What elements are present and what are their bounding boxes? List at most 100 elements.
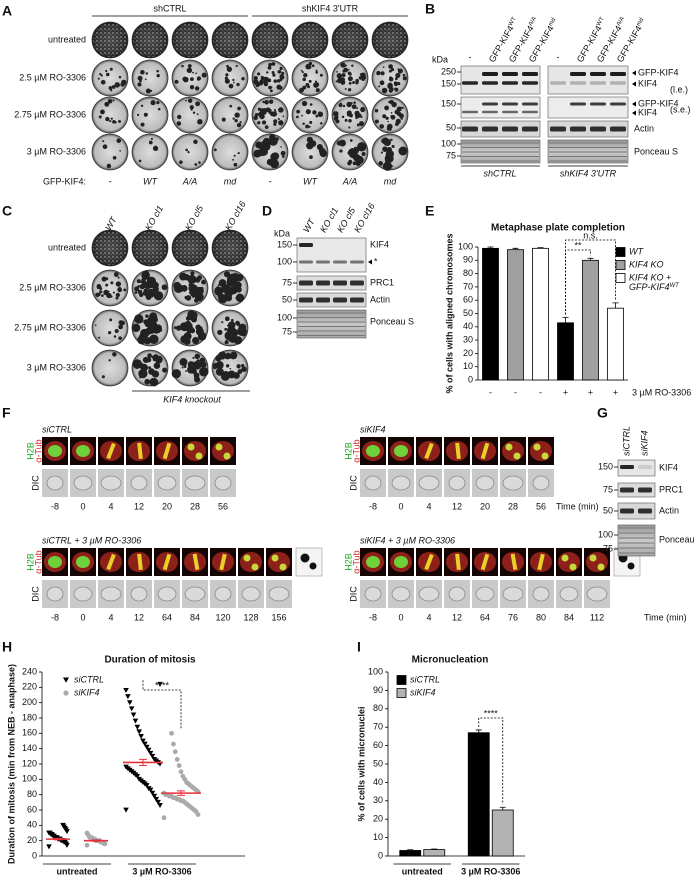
colony xyxy=(145,314,149,318)
time-label: 12 xyxy=(134,501,144,511)
chromatin xyxy=(505,443,513,451)
blot-strip xyxy=(547,65,629,95)
colony xyxy=(185,99,187,102)
channel-label: DIC xyxy=(30,475,40,491)
colony xyxy=(99,290,103,294)
error-bar xyxy=(512,247,519,250)
blot-band xyxy=(610,81,626,85)
y-tick-label: 100 xyxy=(22,774,37,784)
colony xyxy=(147,325,156,334)
colony xyxy=(225,364,230,368)
panel-label: E xyxy=(425,203,434,219)
blot-band xyxy=(333,297,347,303)
colony xyxy=(147,353,152,358)
data-point xyxy=(157,681,163,687)
colony xyxy=(300,69,303,72)
cell-tubulin xyxy=(240,552,262,572)
colony xyxy=(305,109,311,115)
panel-label: F xyxy=(2,405,11,421)
colony xyxy=(190,271,195,276)
blot-band xyxy=(316,280,330,286)
band-label: GFP-KIF4 xyxy=(638,67,679,77)
colony xyxy=(224,327,228,331)
plate-texture xyxy=(253,23,287,57)
colony xyxy=(161,284,168,291)
marker-label: 250 xyxy=(441,66,456,76)
colony xyxy=(152,281,159,289)
chromatin xyxy=(589,554,597,562)
colony xyxy=(119,149,121,152)
colony xyxy=(102,144,108,150)
dic-cell xyxy=(448,475,466,491)
colony xyxy=(281,76,284,79)
colony xyxy=(156,69,159,73)
y-tick-label: 30 xyxy=(463,334,473,344)
metaphase-plate xyxy=(192,553,200,571)
colony xyxy=(194,298,199,303)
metaphase-plate xyxy=(480,553,490,571)
time-label: 4 xyxy=(108,612,113,622)
colony xyxy=(389,147,392,150)
colony xyxy=(239,323,247,331)
colony xyxy=(186,325,194,334)
colony xyxy=(360,106,366,113)
colony xyxy=(317,111,324,118)
colony xyxy=(280,150,286,156)
blot-band xyxy=(482,81,498,85)
colony xyxy=(351,64,354,67)
plate-texture xyxy=(93,231,127,265)
colony xyxy=(258,81,264,86)
data-point xyxy=(136,776,143,782)
band-label: (s.e.) xyxy=(670,104,691,114)
data-point xyxy=(157,803,163,808)
colony xyxy=(260,76,265,81)
colony xyxy=(352,81,356,84)
blot-strip xyxy=(547,120,629,138)
plate xyxy=(91,349,129,387)
colony xyxy=(188,282,193,287)
colony xyxy=(224,316,230,322)
column-label: KO cl16 xyxy=(223,199,248,232)
colony xyxy=(382,146,388,152)
colony xyxy=(98,115,102,119)
legend-marker xyxy=(63,690,69,696)
blot-band xyxy=(590,102,606,106)
colony xyxy=(302,122,305,126)
colony xyxy=(281,71,285,76)
colony xyxy=(348,76,352,80)
colony xyxy=(110,89,113,92)
condition-title: siKIF4 xyxy=(360,424,386,434)
colony xyxy=(282,115,285,118)
legend-swatch xyxy=(615,247,626,257)
colony xyxy=(185,148,189,152)
y-tick-label: 80 xyxy=(27,789,37,799)
colony xyxy=(296,109,301,114)
time-label: 28 xyxy=(190,501,200,511)
plate xyxy=(171,59,209,97)
colony xyxy=(232,78,235,82)
legend-swatch xyxy=(396,675,407,685)
colony xyxy=(348,81,352,85)
column-label: WT xyxy=(303,176,318,186)
time-label: 0 xyxy=(80,612,85,622)
colony xyxy=(237,369,243,374)
blot-band xyxy=(522,102,538,106)
colony xyxy=(191,368,197,375)
colony xyxy=(201,367,205,371)
colony xyxy=(338,103,343,108)
band-label: Ponceau S xyxy=(634,146,678,156)
colony xyxy=(241,364,245,368)
colony xyxy=(145,114,148,117)
colony xyxy=(261,120,267,125)
colony xyxy=(149,377,156,384)
colony xyxy=(348,119,352,123)
colony xyxy=(145,282,149,286)
colony xyxy=(223,271,231,278)
cell-tubulin xyxy=(184,441,206,461)
colony xyxy=(232,158,235,161)
colony xyxy=(267,79,270,82)
colony xyxy=(201,369,207,374)
time-label: 156 xyxy=(271,612,286,622)
colony xyxy=(388,64,393,69)
bar xyxy=(399,850,422,857)
